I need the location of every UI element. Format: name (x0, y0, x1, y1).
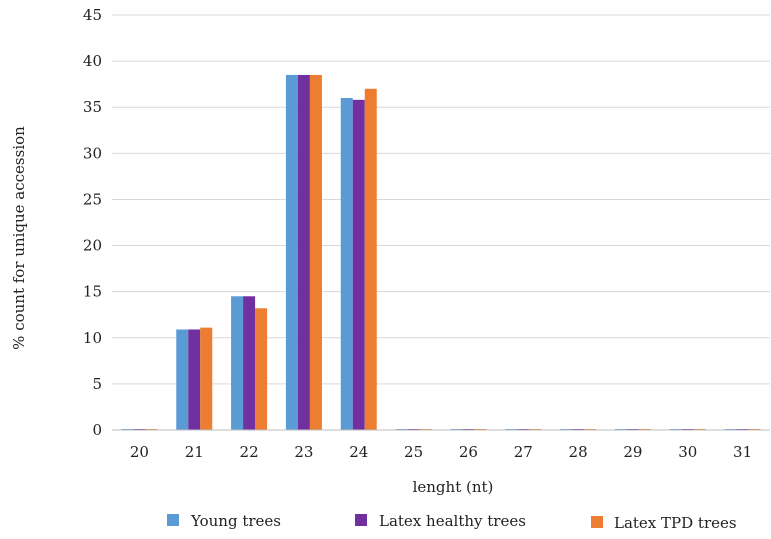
y-tick-label: 15 (83, 283, 102, 301)
gridlines (112, 14, 770, 385)
bar (309, 74, 322, 430)
bar (176, 329, 189, 430)
y-axis-label: % count for unique accession (10, 126, 28, 350)
x-tick-label: 30 (678, 443, 697, 461)
x-tick-label: 23 (294, 443, 313, 461)
x-tick-label: 28 (569, 443, 588, 461)
y-tick-label: 0 (92, 421, 102, 439)
legend-label: Young trees (190, 512, 281, 530)
bar (188, 329, 201, 430)
legend: Young trees Latex healthy trees Latex TPD … (167, 512, 737, 532)
bar (200, 327, 213, 430)
x-tick-label: 26 (459, 443, 478, 461)
y-tick-label: 10 (83, 329, 102, 347)
bar (243, 296, 256, 430)
bar (231, 296, 244, 430)
bar (285, 74, 298, 430)
x-tick-label: 20 (130, 443, 149, 461)
legend-swatch (167, 514, 179, 526)
bar (364, 88, 377, 431)
x-tick-label: 31 (733, 443, 752, 461)
x-axis-label: lenght (nt) (413, 478, 494, 496)
bar (297, 74, 310, 430)
legend-swatch (355, 514, 367, 526)
y-tick-label: 30 (83, 144, 102, 162)
bar (352, 99, 365, 430)
x-tick-label: 29 (623, 443, 642, 461)
legend-label: Latex TPD trees (614, 514, 737, 532)
y-tick-label: 20 (83, 237, 102, 255)
axes: 0 5 10 15 20 25 30 35 40 45 20 21 22 23 24 25 26 27 28 29 30… (83, 6, 770, 461)
y-tick-label: 25 (83, 190, 102, 208)
x-tick-label: 25 (404, 443, 423, 461)
bars (121, 74, 761, 431)
y-tick-label: 40 (83, 52, 102, 70)
legend-swatch (591, 516, 603, 528)
x-tick-label: 21 (185, 443, 204, 461)
bar (340, 98, 353, 430)
bar (255, 308, 268, 430)
x-tick-label: 22 (240, 443, 259, 461)
y-tick-label: 5 (92, 375, 102, 393)
x-tick-label: 24 (349, 443, 368, 461)
y-tick-label: 35 (83, 98, 102, 116)
legend-label: Latex healthy trees (379, 512, 526, 530)
y-tick-label: 45 (83, 6, 102, 24)
x-tick-label: 27 (514, 443, 533, 461)
